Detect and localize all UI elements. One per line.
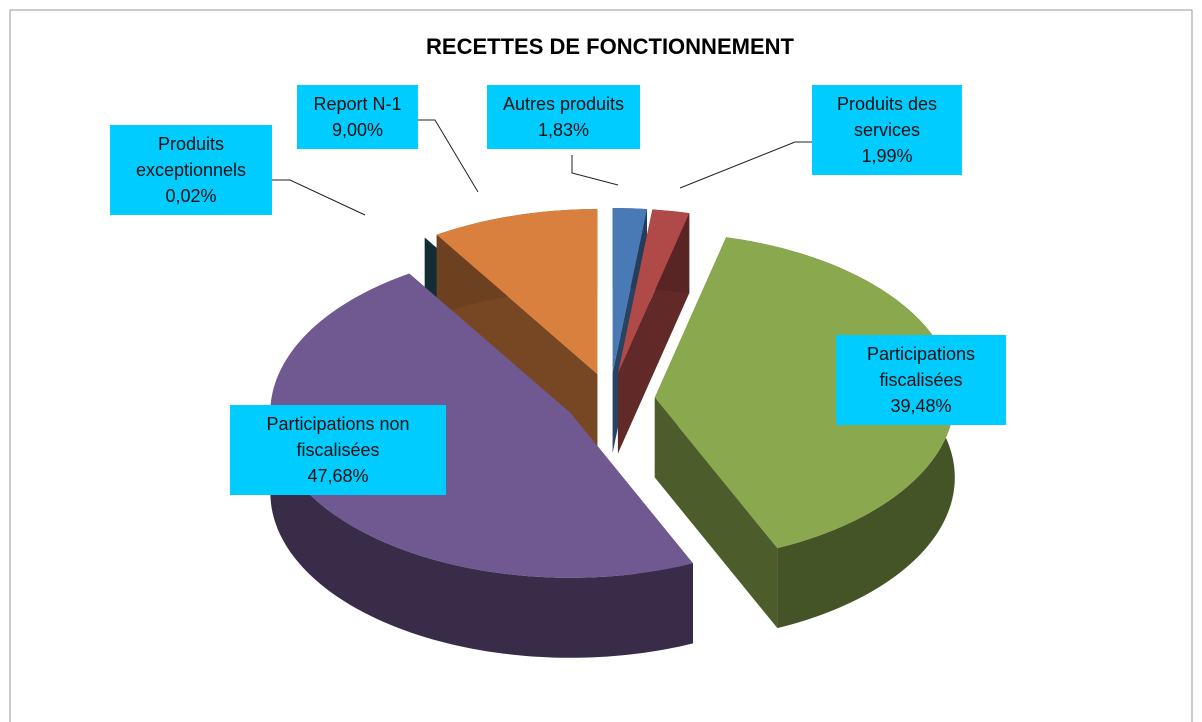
label-value: 9,00% <box>331 120 384 140</box>
data-label: Produits exceptionnels 0,02% <box>110 125 272 215</box>
data-label: Produits des services 1,99% <box>812 85 962 175</box>
label-name: Produits des services <box>836 94 938 140</box>
label-name: Participations fiscalisées <box>866 344 976 390</box>
data-label: Participations non fiscalisées 47,68% <box>230 405 446 495</box>
slice <box>424 237 586 378</box>
label-name: Participations non fiscalisées <box>266 414 410 460</box>
label-name: Produits exceptionnels <box>135 134 247 180</box>
slice <box>612 208 648 374</box>
data-label: Autres produits 1,83% <box>487 85 640 149</box>
slice <box>436 209 598 375</box>
leader-lines <box>272 119 812 216</box>
label-value: 1,99% <box>861 146 913 166</box>
label-value: 47,68% <box>307 466 369 486</box>
slice <box>270 273 693 578</box>
frame <box>9 9 1193 722</box>
slice <box>617 209 690 374</box>
data-label: Report N-1 9,00% <box>297 85 418 149</box>
label-value: 1,83% <box>537 120 590 140</box>
slice <box>654 237 955 549</box>
label-value: 0,02% <box>165 186 217 206</box>
data-label: Participations fiscalisées 39,48% <box>836 335 1006 425</box>
label-name: Autres produits <box>502 94 625 114</box>
label-name: Report N-1 <box>313 94 402 114</box>
chart-title: RECETTES DE FONCTIONNEMENT <box>426 34 794 59</box>
label-value: 39,48% <box>890 396 952 416</box>
slice-wall <box>654 397 778 629</box>
slice-side <box>270 273 693 658</box>
